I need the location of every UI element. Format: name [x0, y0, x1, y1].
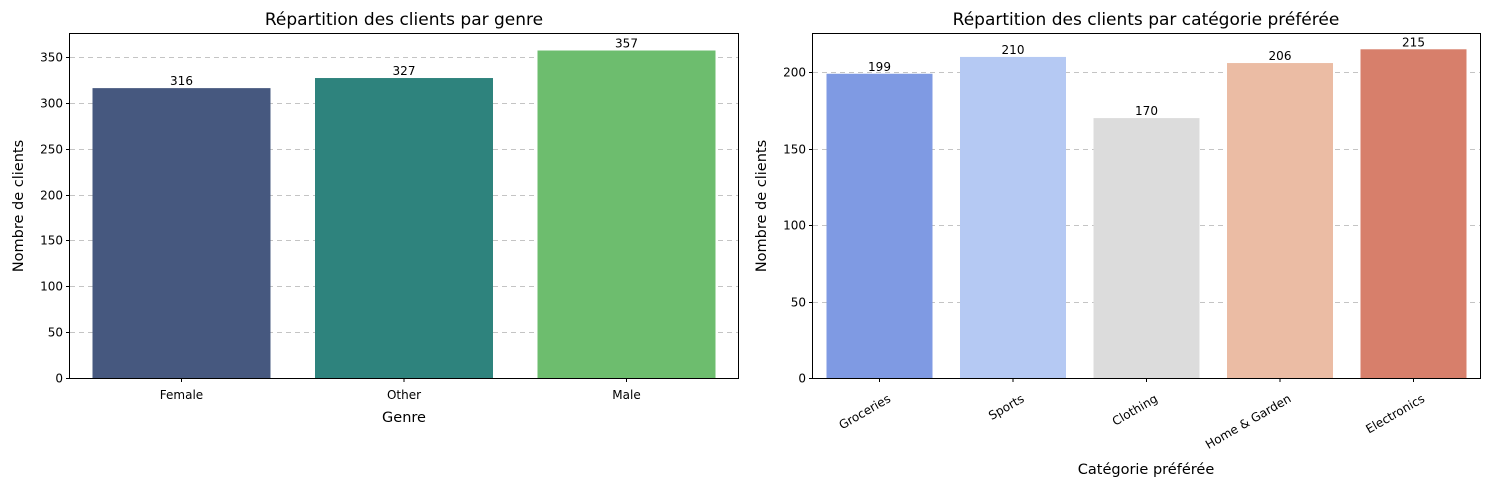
- data-labels: 199 210 170 206 215: [868, 35, 1425, 118]
- y-ticks: 0 50 100 150 200 250 300 350: [40, 51, 70, 386]
- x-axis-label: Genre: [382, 410, 426, 426]
- bar: [315, 78, 493, 379]
- x-tick-label: Sports: [986, 391, 1026, 422]
- x-tick-label: Home & Garden: [1203, 391, 1293, 451]
- bar: [1227, 63, 1333, 378]
- x-axis-label: Catégorie préférée: [1078, 462, 1215, 478]
- bar: [92, 88, 271, 378]
- y-tick-label: 250: [40, 143, 63, 157]
- bar: [1093, 118, 1200, 378]
- x-tick-label: Groceries: [836, 391, 893, 432]
- bar-value-label: 215: [1402, 35, 1425, 49]
- data-labels: 316 327 357: [170, 37, 638, 89]
- x-tick-label: Female: [160, 388, 203, 402]
- x-tick-label: Clothing: [1110, 391, 1160, 428]
- y-ticks: 0 50 100 150 200: [783, 66, 813, 386]
- y-tick-label: 350: [40, 51, 63, 65]
- bar-value-label: 210: [1002, 43, 1025, 57]
- y-tick-label: 100: [783, 219, 806, 233]
- bar-value-label: 170: [1135, 104, 1158, 118]
- bar-value-label: 316: [170, 74, 193, 88]
- y-axis-label: Nombre de clients: [754, 140, 770, 272]
- plot-frame: [69, 33, 739, 379]
- x-ticks: Groceries Sports Clothing Home & Garden Elec…: [836, 378, 1427, 452]
- bar-value-label: 199: [868, 60, 891, 74]
- y-tick-label: 150: [40, 234, 63, 248]
- y-tick-label: 100: [40, 280, 63, 294]
- y-tick-label: 50: [48, 326, 63, 340]
- x-tick-label: Male: [612, 388, 640, 402]
- bar-value-label: 327: [393, 64, 416, 78]
- y-tick-label: 0: [798, 372, 806, 386]
- chart-gender: Répartition des clients par genre 316 327…: [11, 10, 739, 426]
- plot-frame: [812, 33, 1481, 379]
- bar: [826, 73, 933, 379]
- y-tick-label: 300: [40, 97, 63, 111]
- y-tick-label: 200: [40, 189, 63, 203]
- bars: [826, 49, 1467, 379]
- x-tick-label: Other: [387, 388, 421, 402]
- y-tick-label: 0: [55, 372, 63, 386]
- chart-title: Répartition des clients par catégorie pr…: [953, 10, 1340, 30]
- bar-value-label: 357: [615, 37, 638, 51]
- bar: [960, 56, 1066, 378]
- y-tick-label: 50: [791, 296, 806, 310]
- bars: [92, 50, 716, 379]
- y-tick-label: 200: [783, 66, 806, 80]
- x-ticks: Female Other Male: [160, 378, 641, 402]
- x-tick-label: Electronics: [1363, 391, 1427, 436]
- bar-value-label: 206: [1269, 49, 1292, 63]
- y-tick-label: 150: [783, 143, 806, 157]
- bar: [1360, 49, 1467, 379]
- chart-category: Répartition des clients par catégorie pr…: [754, 10, 1481, 478]
- bar: [537, 50, 716, 379]
- y-axis-label: Nombre de clients: [11, 140, 27, 272]
- chart-title: Répartition des clients par genre: [265, 10, 543, 30]
